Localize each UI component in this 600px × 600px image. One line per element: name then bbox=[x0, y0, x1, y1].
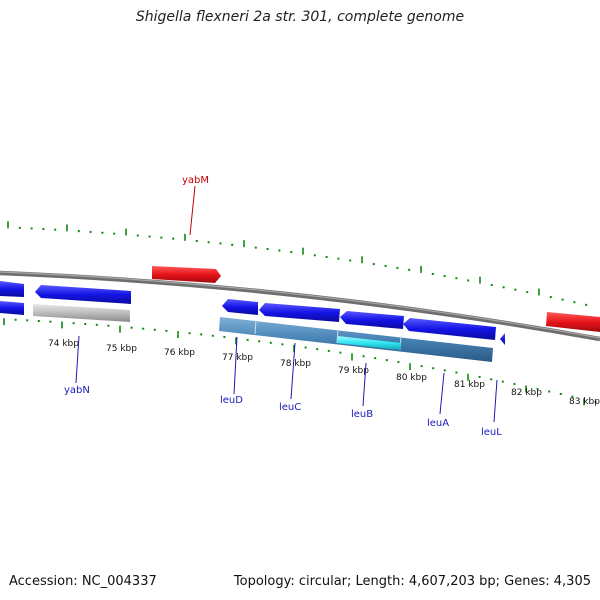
axis-label-74kbp: 74 kbp bbox=[48, 339, 79, 349]
axis-label-81kbp: 81 kbp bbox=[454, 380, 485, 390]
pseudogene-bar[interactable] bbox=[33, 304, 130, 322]
leuL-leader-line bbox=[493, 379, 498, 423]
genome-backbone-highlight bbox=[0, 271, 600, 339]
axis-label-79kbp: 79 kbp bbox=[338, 366, 369, 376]
axis-label-78kbp: 78 kbp bbox=[280, 359, 311, 369]
gene-label-leuA[interactable]: leuA bbox=[427, 418, 449, 429]
upper-tick-ring bbox=[7, 221, 588, 306]
axis-label-75kbp: 75 kbp bbox=[106, 344, 137, 354]
genome-title: Shigella flexneri 2a str. 301, complete … bbox=[135, 9, 465, 25]
leuC-leader-line bbox=[290, 342, 296, 400]
gene-label-yabN[interactable]: yabN bbox=[64, 385, 90, 396]
gene-label-leuC[interactable]: leuC bbox=[279, 402, 301, 413]
reverse-gene-leuB[interactable] bbox=[340, 311, 404, 329]
leuA-leader-line bbox=[439, 372, 445, 415]
leuB-leader-line bbox=[362, 362, 367, 407]
axis-label-77kbp: 77 kbp bbox=[222, 353, 253, 363]
axis-label-82kbp: 82 kbp bbox=[511, 388, 542, 398]
leuD-leader-line bbox=[233, 336, 238, 395]
yabN-leader-line bbox=[75, 335, 80, 384]
reverse-gene-leuD[interactable] bbox=[222, 299, 258, 315]
reverse-gene-leuA[interactable] bbox=[403, 318, 496, 340]
reverse-gene-yabN-arrow[interactable] bbox=[35, 285, 131, 304]
reverse-gene-leuC[interactable] bbox=[259, 303, 340, 322]
gene-label-leuD[interactable]: leuD bbox=[220, 395, 243, 406]
gene-label-yabM[interactable]: yabM bbox=[182, 175, 209, 186]
reverse-gene-left-edge[interactable] bbox=[0, 281, 24, 297]
gene-label-leuL[interactable]: leuL bbox=[481, 427, 502, 438]
yabM-leader-line bbox=[189, 185, 196, 236]
genome-backbone bbox=[0, 270, 600, 342]
axis-label-76kbp: 76 kbp bbox=[164, 348, 195, 358]
lower-tick-ring bbox=[3, 318, 597, 406]
accession-text: Accession: NC_004337 bbox=[9, 574, 157, 589]
gene-label-leuB[interactable]: leuB bbox=[351, 409, 373, 420]
axis-label-80kbp: 80 kbp bbox=[396, 373, 427, 383]
reverse-gene-leuL[interactable] bbox=[500, 333, 505, 345]
axis-label-83kbp: 83 kbp bbox=[569, 397, 600, 407]
forward-gene-yabM[interactable] bbox=[152, 266, 221, 283]
highlight-segment-leuB[interactable] bbox=[337, 336, 401, 350]
forward-gene-right[interactable] bbox=[546, 312, 600, 332]
reverse-gene-left-edge-2[interactable] bbox=[0, 301, 24, 315]
genome-summary-text: Topology: circular; Length: 4,607,203 bp… bbox=[233, 574, 591, 589]
